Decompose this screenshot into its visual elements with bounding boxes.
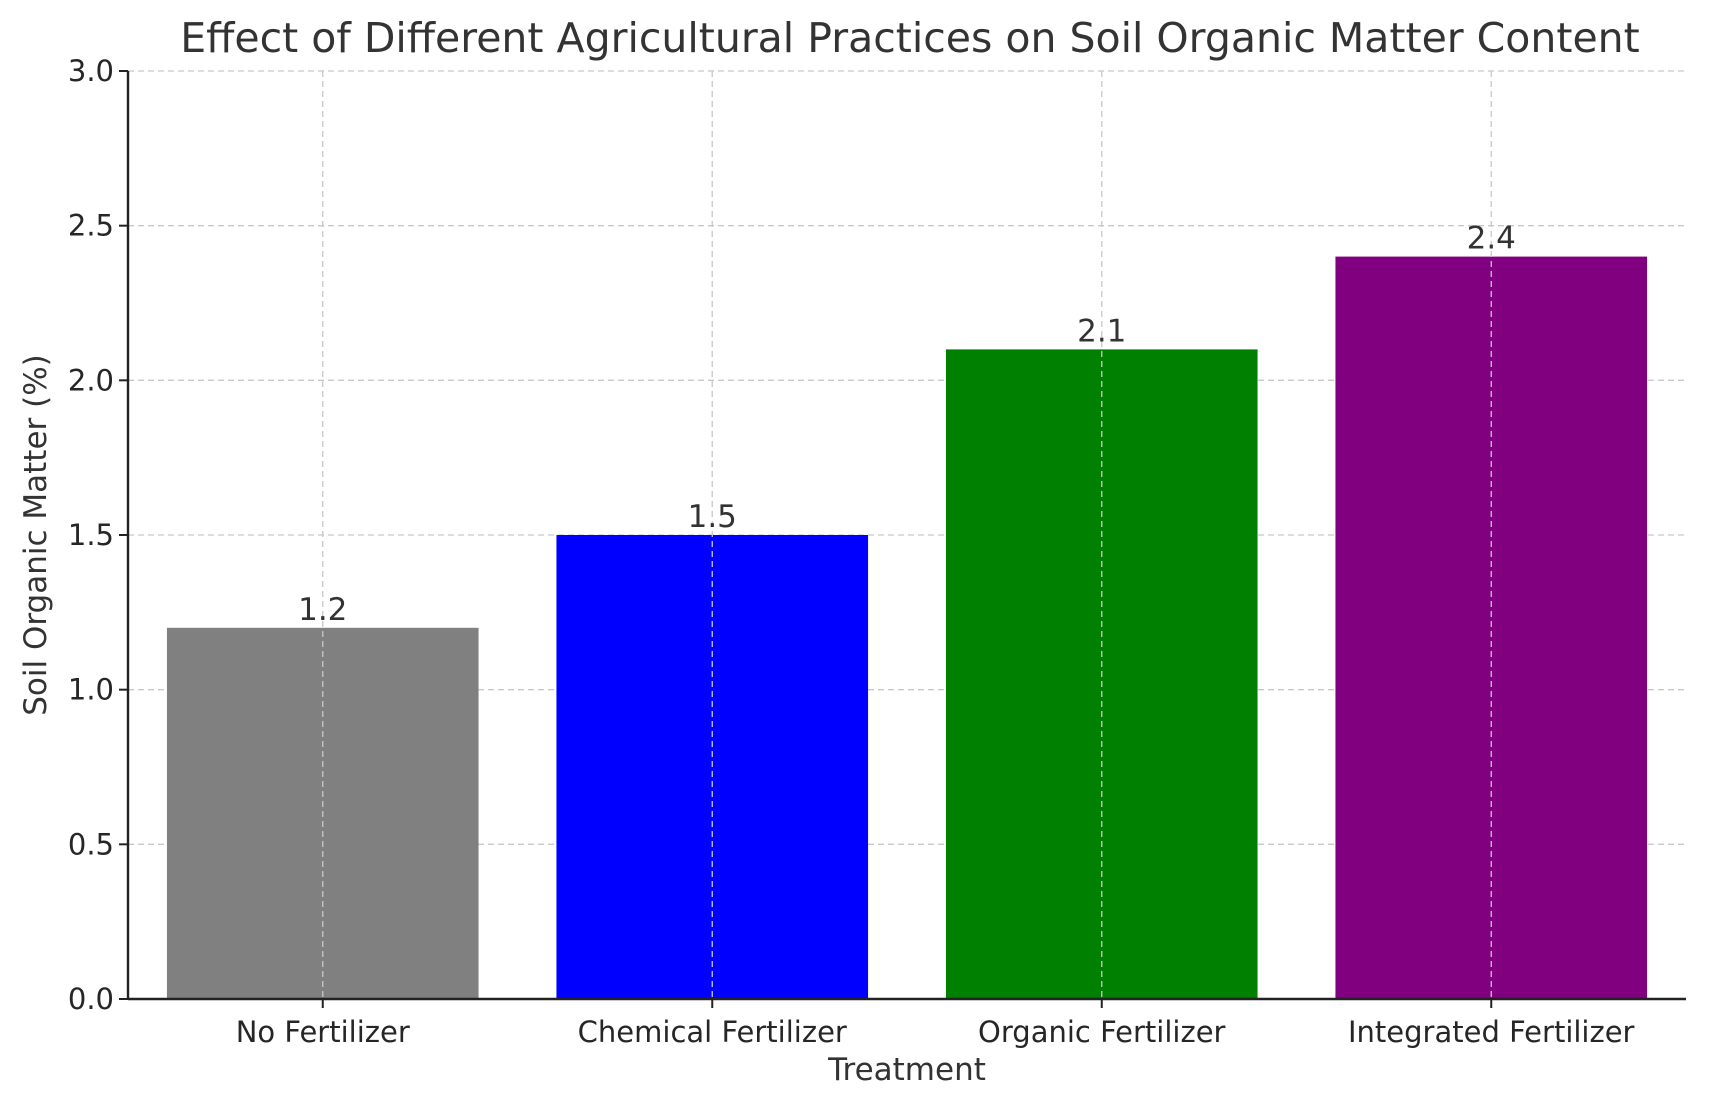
chart-title: Effect of Different Agricultural Practic… — [180, 14, 1640, 62]
y-tick-label: 1.5 — [68, 518, 114, 552]
y-tick-label: 2.0 — [68, 363, 114, 397]
y-tick-label: 1.0 — [68, 673, 114, 707]
bars-layer — [166, 256, 1648, 1000]
bar-integrated-fertilizer — [1335, 256, 1648, 1000]
x-tick-label: Integrated Fertilizer — [1348, 1015, 1635, 1049]
bar-value-label: 1.5 — [688, 499, 737, 535]
labels-layer: 0.0 0.5 1.0 1.5 2.0 2.5 3.0 No Fertilizer 1.2 Che… — [68, 54, 1635, 1049]
x-tick-label: Organic Fertilizer — [978, 1015, 1225, 1049]
x-axis-label: Treatment — [827, 1052, 986, 1088]
vertical-grid-layer — [322, 71, 1492, 999]
y-axis-label: Soil Organic Matter (%) — [18, 354, 54, 716]
y-tick-label: 3.0 — [68, 54, 114, 88]
bar-value-label: 1.2 — [298, 592, 347, 628]
y-tick-label: 0.0 — [68, 982, 114, 1016]
x-tick-label: No Fertilizer — [236, 1015, 410, 1049]
y-tick-label: 0.5 — [68, 827, 114, 861]
axes-layer — [119, 70, 1686, 1008]
x-tick-label: Chemical Fertilizer — [578, 1015, 847, 1049]
bar-value-label: 2.1 — [1077, 313, 1126, 349]
bar-value-label: 2.4 — [1467, 221, 1516, 257]
y-tick-label: 2.5 — [68, 209, 114, 243]
